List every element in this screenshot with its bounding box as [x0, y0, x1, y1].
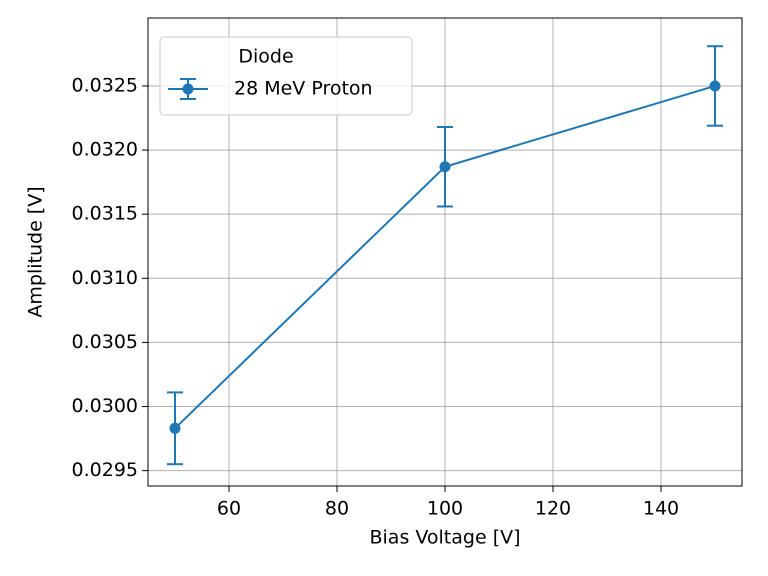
x-tick-label: 140: [643, 498, 679, 520]
y-tick-label: 0.0310: [72, 267, 138, 289]
x-tick-label: 80: [325, 498, 349, 520]
y-tick-label: 0.0320: [72, 139, 138, 161]
y-axis-label: Amplitude [V]: [25, 186, 47, 317]
marker: [709, 80, 721, 92]
y-tick-label: 0.0305: [72, 331, 138, 353]
legend-box: [159, 36, 413, 116]
legend-marker: [182, 83, 194, 95]
plot-frame: [147, 17, 743, 487]
y-tick-label: 0.0300: [72, 395, 138, 417]
y-tick-label: 0.0315: [72, 203, 138, 225]
x-axis-label: Bias Voltage [V]: [369, 527, 520, 549]
y-tick-label: 0.0295: [72, 459, 138, 481]
marker: [169, 422, 181, 434]
marker: [439, 161, 451, 173]
y-tick-label: 0.0325: [72, 74, 138, 96]
x-tick-label: 60: [217, 498, 241, 520]
legend-title: Diode: [238, 46, 293, 68]
x-tick-label: 100: [427, 498, 463, 520]
x-tick-label: 120: [535, 498, 571, 520]
legend-label: 28 MeV Proton: [234, 78, 373, 100]
